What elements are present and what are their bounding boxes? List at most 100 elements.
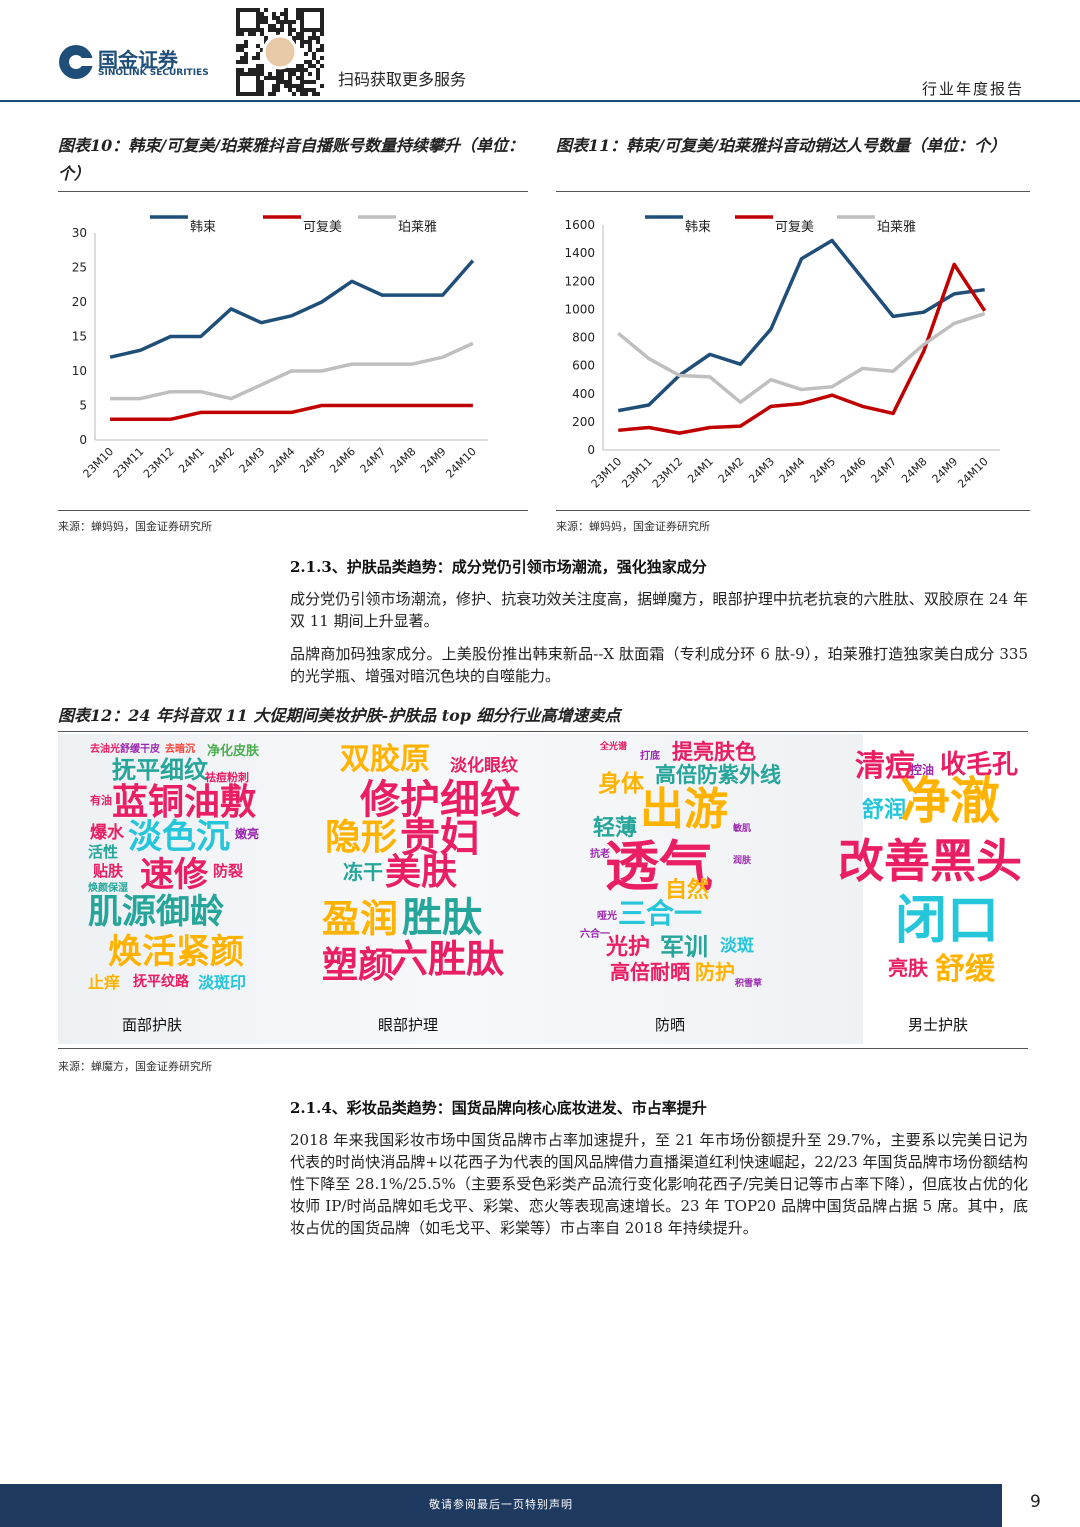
x-tick-label: 24M8	[899, 455, 930, 486]
cloud-word: 美肤	[385, 852, 458, 893]
panel-label: 防晒	[655, 1016, 686, 1034]
cloud-word: 清痘	[855, 749, 915, 784]
legend-label: 韩束	[685, 220, 711, 235]
cloud-word: 淡色沉	[128, 817, 230, 857]
x-tick-label: 24M6	[327, 445, 358, 476]
title-rule	[58, 731, 1028, 732]
cloud-word: 贴肤	[93, 862, 124, 880]
y-tick-label: 200	[572, 415, 595, 429]
x-tick-label: 24M8	[388, 445, 419, 476]
cloud-word: 高倍耐晒	[610, 960, 690, 984]
y-tick-label: 15	[72, 330, 87, 344]
legend-label: 韩束	[190, 220, 216, 235]
cloud-word: 蓝铜油敷	[112, 782, 257, 823]
x-tick-label: 24M5	[297, 445, 328, 476]
cloud-word: 抗老	[590, 849, 610, 860]
section-heading: 2.1.3、护肤品类趋势：成分党仍引领市场潮流，强化独家成分	[290, 558, 707, 576]
y-tick-label: 1400	[564, 246, 595, 260]
cloud-word: 舒缓干皮	[120, 744, 160, 755]
x-tick-label: 24M7	[868, 455, 899, 486]
cloud-word: 军训	[660, 933, 708, 961]
y-tick-label: 800	[572, 331, 595, 345]
cloud-word: 哑光	[597, 911, 617, 922]
y-tick-label: 1000	[564, 302, 595, 316]
paragraph: 品牌商加码独家成分。上美股份推出韩束新品--X 肽面霜（专利成分环 6 肽-9）…	[290, 645, 1028, 685]
panel-label: 眼部护理	[378, 1016, 439, 1034]
cloud-word: 盈润	[322, 897, 399, 941]
cloud-word: 去暗沉	[165, 744, 195, 755]
cloud-word: 出游	[640, 784, 728, 835]
source: 来源：蝉妈妈，国金证券研究所	[556, 520, 710, 533]
cloud-word: 去油光	[90, 744, 120, 755]
cloud-word: 隐形	[325, 817, 398, 858]
legend-label: 珀莱雅	[398, 220, 437, 235]
x-tick-label: 24M4	[777, 455, 808, 486]
cloud-word: 打底	[640, 751, 660, 762]
y-tick-label: 1600	[564, 218, 595, 232]
cloud-word: 高倍防紫外线	[655, 763, 781, 787]
figure-title: 图表12：24 年抖音双 11 大促期间美妆护肤-护肤品 top 细分行业高增速…	[58, 706, 621, 725]
company-name: 国金证券	[98, 48, 178, 72]
qr-text: 扫码获取更多服务	[338, 70, 467, 89]
panel-label: 面部护肤	[122, 1016, 183, 1034]
y-tick-label: 0	[587, 443, 595, 457]
cloud-word: 抚平细纹	[112, 756, 208, 784]
cloud-word: 改善黑头	[838, 834, 1022, 888]
x-tick-label: 24M5	[807, 455, 838, 486]
cloud-word: 敏肌	[733, 824, 752, 834]
series-line	[618, 262, 987, 435]
y-tick-label: 1200	[564, 274, 595, 288]
panel-bg	[863, 734, 1028, 1044]
x-tick-label: 23M10	[81, 445, 117, 481]
cloud-word: 舒润	[862, 798, 907, 823]
legend-label: 珀莱雅	[877, 220, 916, 235]
cloud-word: 淡斑	[720, 936, 754, 956]
cloud-word: 闭口	[895, 891, 1000, 951]
section-heading: 2.1.4、彩妆品类趋势：国货品牌向核心底妆进发、市占率提升	[290, 1099, 707, 1117]
x-tick-label: 24M3	[237, 445, 268, 476]
cloud-word: 冻干	[343, 860, 383, 884]
cloud-word: 三合一	[618, 897, 703, 930]
title-rule	[58, 191, 528, 192]
cloud-word: 亮肤	[888, 956, 928, 980]
y-tick-label: 400	[572, 387, 595, 401]
series-line	[617, 311, 986, 404]
x-tick-label: 23M11	[619, 455, 655, 491]
logo-icon	[59, 45, 94, 79]
x-tick-label: 23M11	[111, 445, 147, 481]
cloud-word: 净化皮肤	[207, 744, 260, 759]
cloud-word: 双胶原	[340, 742, 430, 777]
cloud-word: 止痒	[88, 973, 121, 992]
y-tick-label: 0	[79, 433, 87, 447]
cloud-word: 防裂	[213, 862, 244, 880]
source-rule	[556, 510, 1030, 511]
cloud-word: 贵妇	[400, 815, 480, 861]
y-tick-label: 10	[72, 364, 87, 378]
cloud-word: 自然	[665, 878, 710, 903]
x-tick-label: 24M2	[716, 455, 747, 486]
cloud-word: 焕颜保湿	[88, 883, 128, 894]
cloud-word: 控油	[910, 763, 935, 777]
cloud-word: 透气	[605, 835, 713, 898]
cloud-word: 六胜肽	[390, 937, 505, 981]
series-line	[109, 259, 475, 359]
source-rule	[58, 510, 528, 511]
cloud-word: 淡化眼纹	[450, 756, 518, 776]
y-tick-label: 25	[72, 261, 87, 275]
x-tick-label: 24M10	[443, 445, 479, 481]
cloud-word: 舒缓	[935, 952, 995, 987]
cloud-word: 速修	[140, 855, 208, 895]
x-tick-label: 24M1	[685, 455, 716, 486]
paragraph: 2018 年来我国彩妆市场中国货品牌市占率加速提升，至 21 年市场份额提升至 …	[290, 1131, 1028, 1237]
cloud-word: 淡斑印	[198, 973, 247, 992]
x-tick-label: 24M10	[955, 455, 991, 491]
x-tick-label: 23M10	[589, 455, 625, 491]
title-rule	[556, 191, 1030, 192]
legend-label: 可复美	[775, 220, 814, 235]
x-tick-label: 23M12	[141, 445, 177, 481]
word-cloud	[58, 734, 1028, 1044]
x-tick-label: 24M6	[838, 455, 869, 486]
disclaimer: 敬请参阅最后一页特别声明	[429, 1498, 573, 1511]
paragraph: 成分党仍引领市场潮流，修护、抗衰功效关注度高，据蝉魔方，眼部护理中抗老抗衰的六胜…	[290, 590, 1028, 630]
